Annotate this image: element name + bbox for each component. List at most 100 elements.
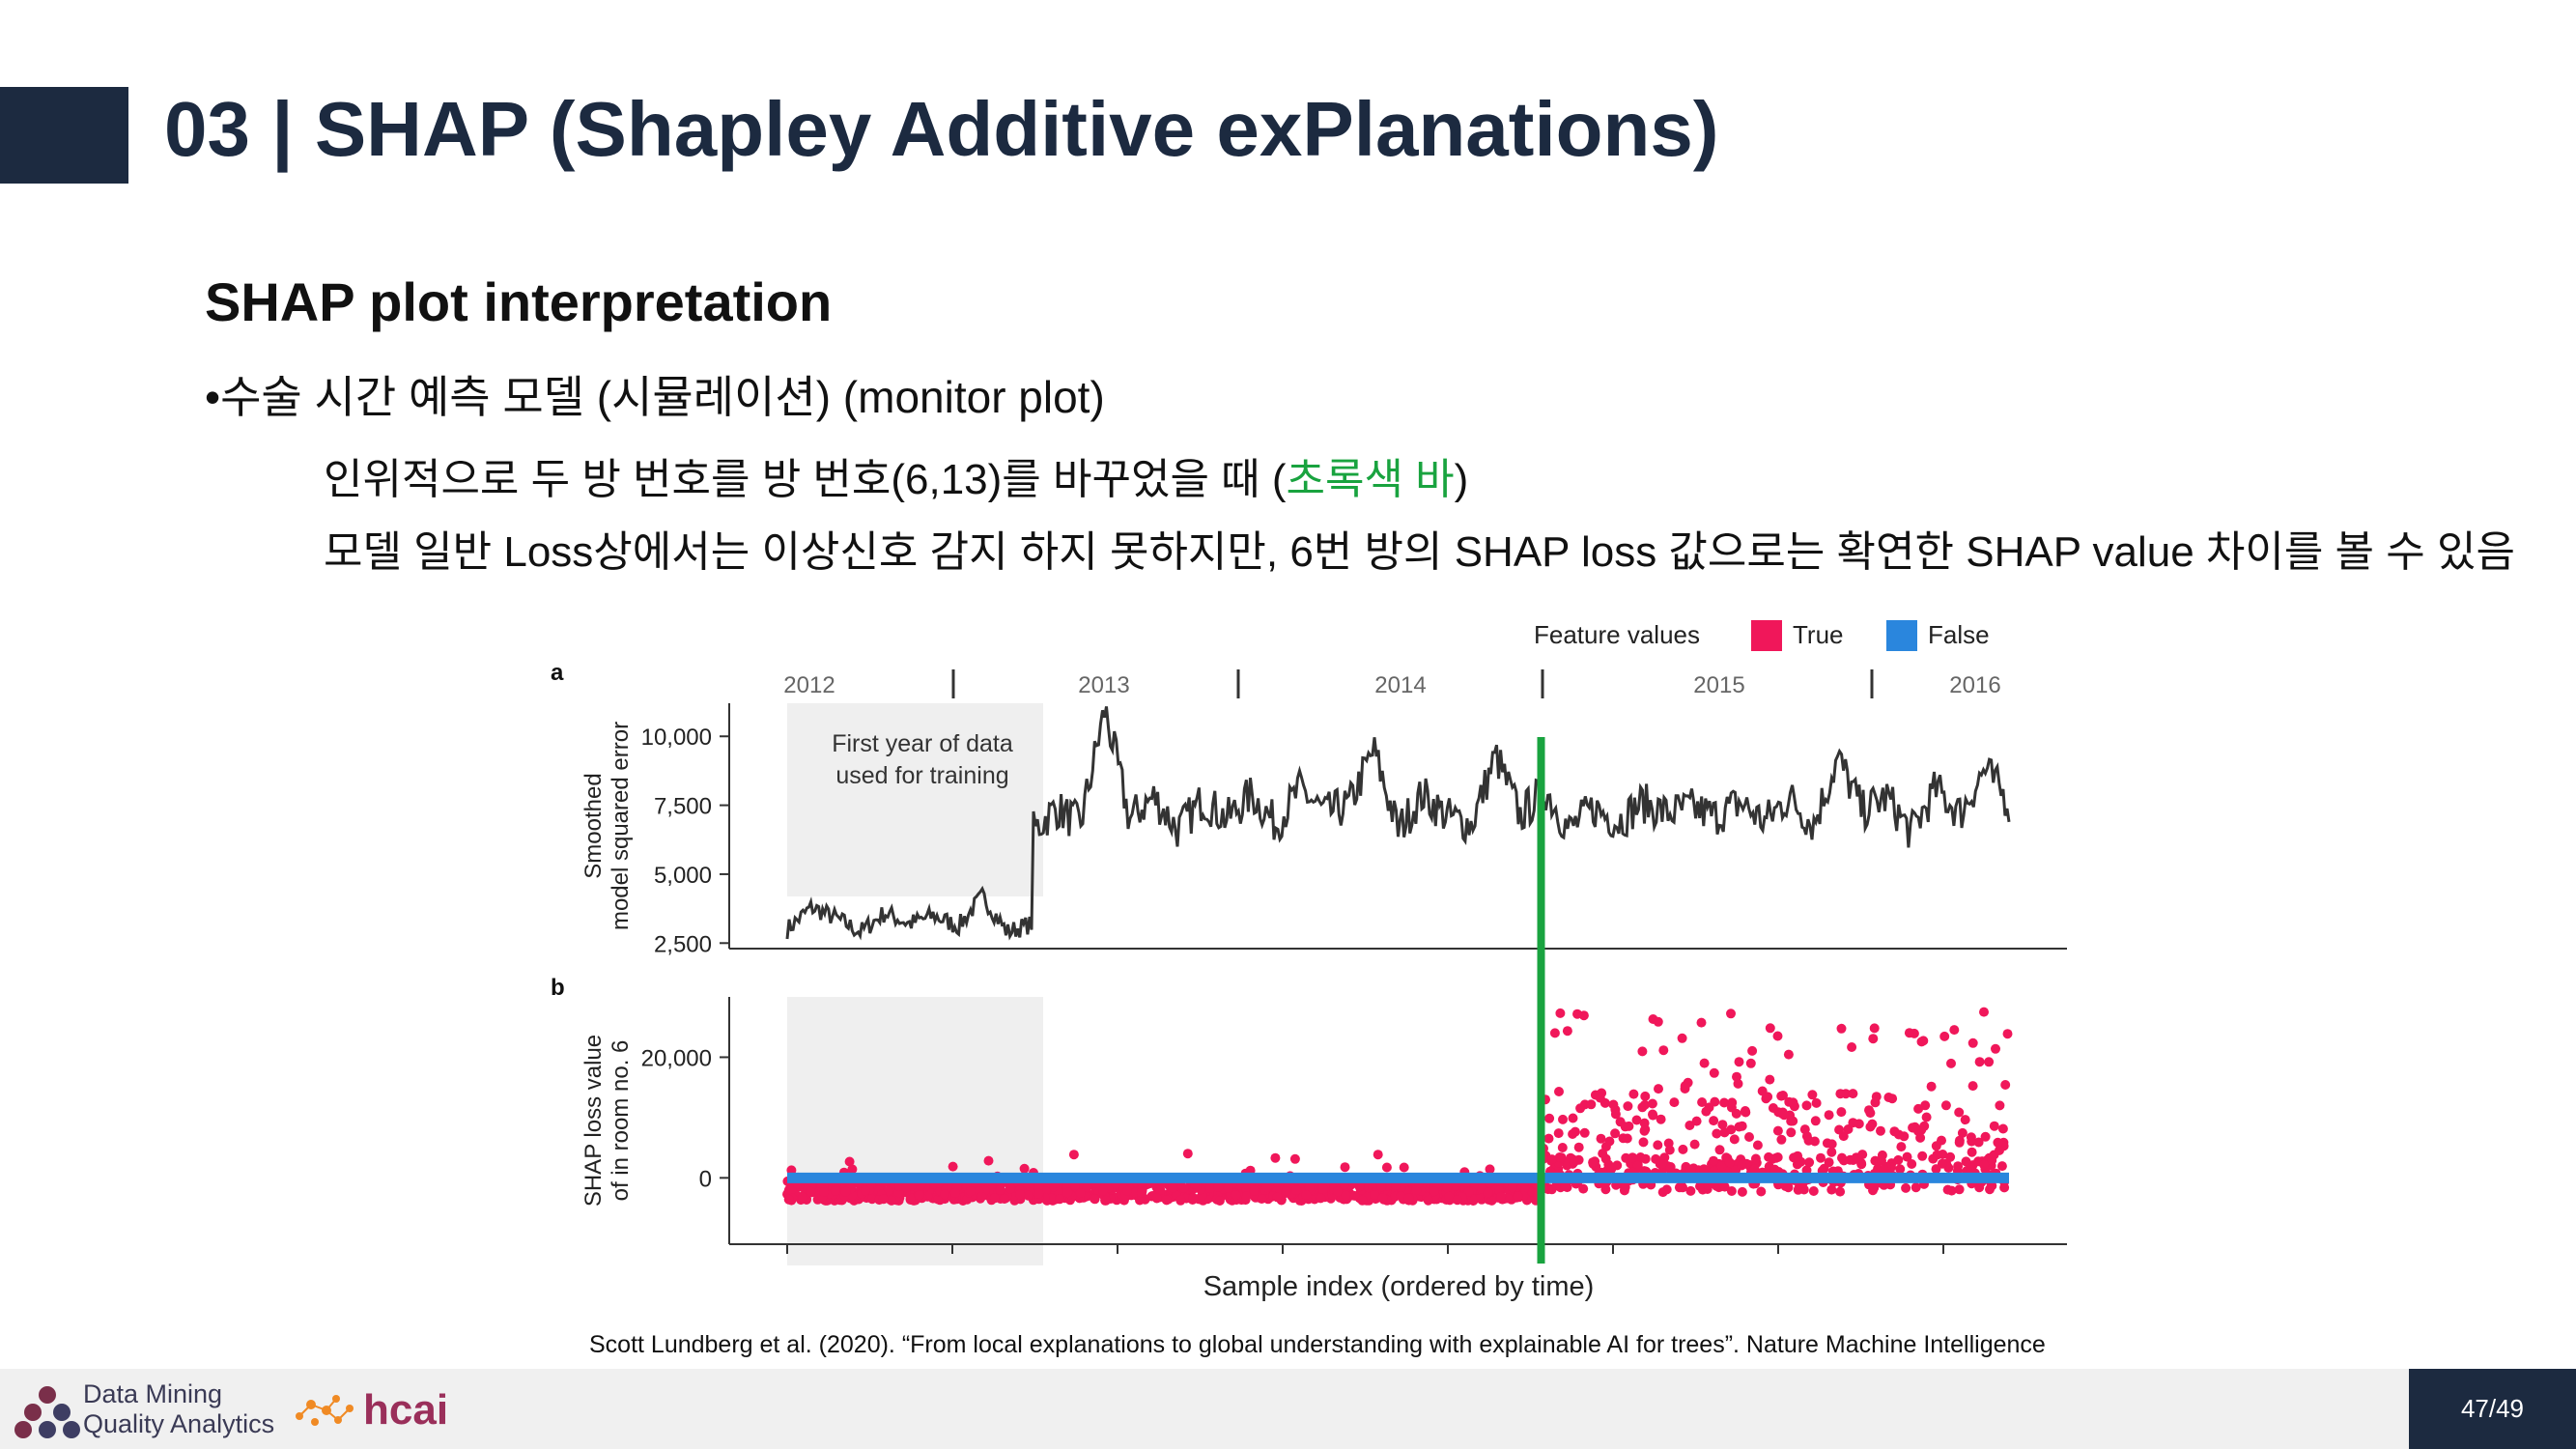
- section-subtitle: SHAP plot interpretation: [205, 271, 833, 332]
- true-point: [1776, 1134, 1787, 1145]
- true-point: [1931, 1164, 1941, 1175]
- true-point: [1082, 1182, 1092, 1193]
- true-point: [1876, 1125, 1885, 1136]
- true-point: [1399, 1162, 1409, 1173]
- true-point: [1954, 1184, 1965, 1195]
- true-point: [840, 1186, 851, 1197]
- true-point: [1647, 1098, 1657, 1109]
- true-point: [1786, 1127, 1797, 1138]
- true-point: [1373, 1150, 1383, 1160]
- hcai-logo-icon: hcai: [296, 1386, 448, 1434]
- true-point: [894, 1180, 904, 1191]
- true-point: [1717, 1120, 1728, 1130]
- true-point: [1568, 1113, 1578, 1123]
- true-point: [1980, 1131, 1991, 1142]
- true-point: [1712, 1180, 1722, 1191]
- true-point: [2000, 1080, 2011, 1090]
- true-point: [1901, 1182, 1911, 1193]
- true-point: [1913, 1103, 1924, 1114]
- true-point: [798, 1192, 808, 1203]
- true-point: [1904, 1028, 1914, 1038]
- panel-b-ytick-label: 0: [699, 1166, 712, 1192]
- true-point: [1558, 1114, 1568, 1124]
- true-point: [1033, 1188, 1044, 1199]
- true-point: [1543, 1133, 1554, 1144]
- chart-svg: Feature values True False a b 2012 2013 …: [551, 620, 2067, 1302]
- true-point: [1836, 1023, 1847, 1034]
- panel-a-label: a: [551, 660, 564, 686]
- true-point: [989, 1193, 1000, 1204]
- true-point: [1989, 1121, 1999, 1131]
- true-point: [1756, 1186, 1767, 1197]
- true-point: [1595, 1093, 1605, 1103]
- true-point: [1940, 1100, 1951, 1111]
- green-bar-text: 초록색 바: [1286, 456, 1455, 503]
- true-point: [1726, 1186, 1737, 1196]
- true-point: [1726, 1009, 1736, 1019]
- true-point: [1620, 1182, 1630, 1192]
- true-point: [1411, 1185, 1422, 1196]
- description-line-1-prefix: 인위적으로 두 방 번호를 방 번호(6,13)를 바꾸었을 때 (: [324, 456, 1287, 503]
- true-point: [1304, 1182, 1315, 1193]
- training-annotation-line-1: First year of data: [832, 730, 1013, 757]
- true-point: [1719, 1181, 1730, 1192]
- description-line-1-suffix: ): [1454, 456, 1469, 503]
- true-point: [1376, 1181, 1387, 1192]
- true-point: [1568, 1129, 1578, 1139]
- dmqa-logo-icon: [14, 1386, 80, 1438]
- panel-a-ytick-label: 7,500: [654, 794, 712, 820]
- true-point: [1354, 1181, 1365, 1192]
- true-point: [1640, 1091, 1651, 1101]
- true-point: [1543, 1184, 1553, 1195]
- true-point: [1807, 1090, 1818, 1100]
- true-point: [1444, 1191, 1455, 1202]
- true-point: [1921, 1112, 1932, 1122]
- true-point: [1485, 1164, 1495, 1175]
- true-point: [1726, 1124, 1737, 1135]
- true-point: [1680, 1081, 1690, 1092]
- legend-true-swatch: [1751, 620, 1782, 651]
- true-point: [1654, 1084, 1663, 1094]
- true-point: [1997, 1123, 2008, 1134]
- true-point: [1068, 1150, 1079, 1160]
- true-point: [1316, 1193, 1326, 1204]
- true-point: [1902, 1151, 1912, 1162]
- true-point: [1557, 1143, 1568, 1152]
- true-point: [1272, 1192, 1283, 1203]
- true-point: [1527, 1187, 1538, 1197]
- true-point: [1555, 1008, 1566, 1018]
- true-point: [1857, 1150, 1868, 1160]
- true-point: [806, 1186, 816, 1197]
- true-point: [1709, 1116, 1719, 1126]
- true-point: [1640, 1153, 1651, 1164]
- true-point: [1724, 1157, 1735, 1168]
- true-point: [1810, 1116, 1821, 1126]
- true-point: [1907, 1159, 1917, 1169]
- true-point: [1803, 1135, 1814, 1146]
- true-point: [1778, 1091, 1788, 1100]
- true-point: [1991, 1043, 2000, 1054]
- panel-b-ylabel-line1: SHAP loss value: [580, 1035, 607, 1207]
- true-point: [1155, 1185, 1166, 1196]
- description-line-1: 인위적으로 두 방 번호를 방 번호(6,13)를 바꾸었을 때 (초록색 바): [324, 444, 1468, 506]
- true-point: [1610, 1128, 1621, 1139]
- true-point: [1895, 1164, 1906, 1175]
- true-point: [1214, 1196, 1225, 1206]
- true-point: [1301, 1190, 1312, 1200]
- true-point: [1745, 1058, 1756, 1068]
- true-point: [1824, 1157, 1834, 1168]
- panel-b-label: b: [551, 975, 565, 1001]
- true-point: [1396, 1191, 1406, 1202]
- true-point: [1623, 1101, 1633, 1112]
- true-point: [1658, 1045, 1669, 1056]
- true-point: [1055, 1194, 1065, 1205]
- true-point: [1697, 1097, 1708, 1107]
- true-point: [1865, 1122, 1876, 1132]
- panel-b-x-ticks: [786, 1244, 1944, 1254]
- true-point: [1554, 1152, 1565, 1162]
- true-point: [1826, 1184, 1837, 1195]
- true-point: [1786, 1116, 1797, 1126]
- panel-a-ytick-label: 2,500: [654, 931, 712, 957]
- true-point: [1768, 1153, 1778, 1164]
- true-point: [1653, 1016, 1663, 1027]
